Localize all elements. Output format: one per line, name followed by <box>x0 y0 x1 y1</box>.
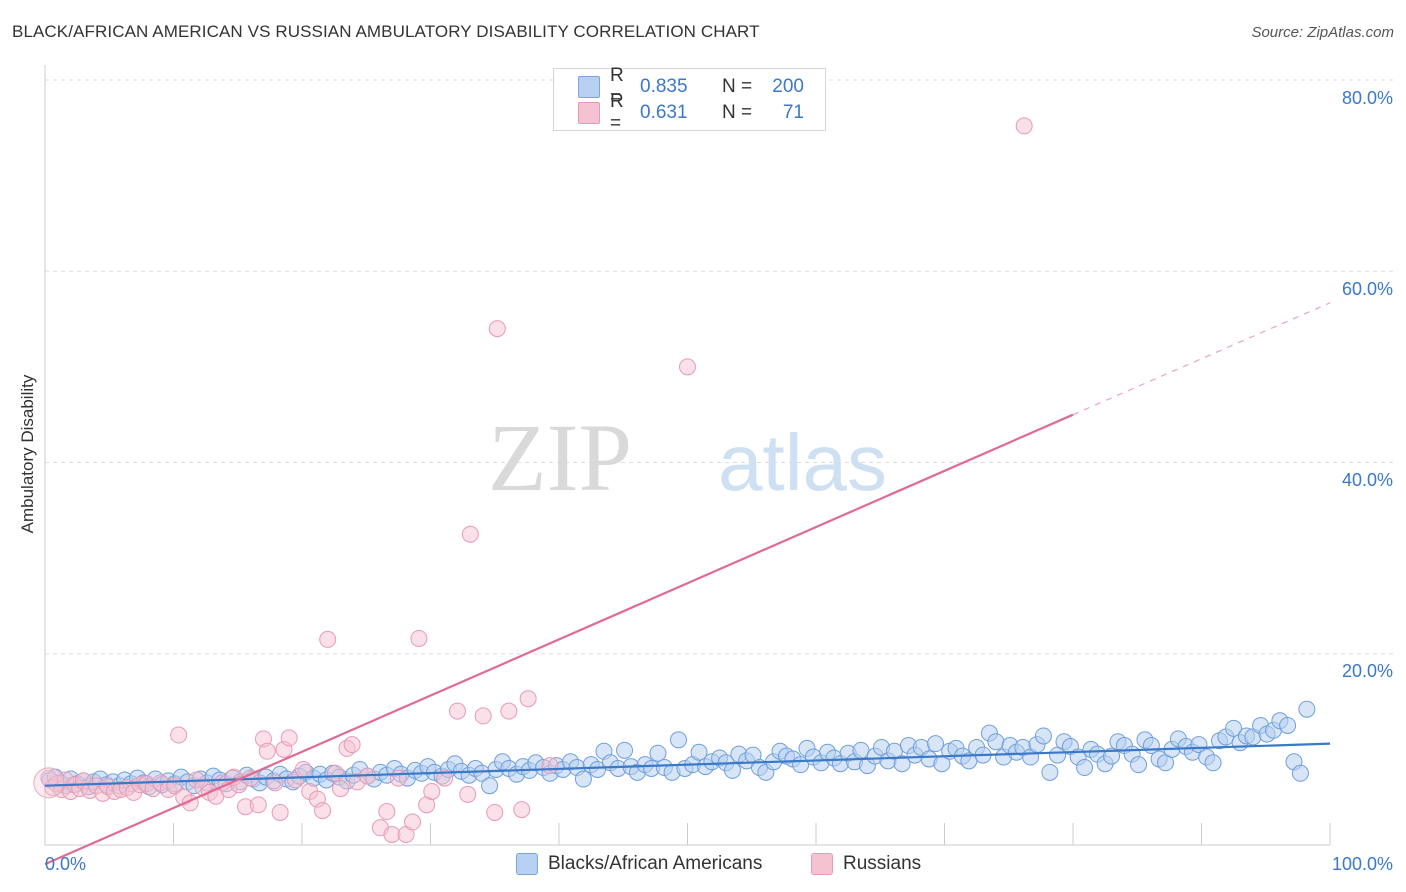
russians-point <box>679 358 696 376</box>
russians-point <box>423 782 441 800</box>
blacks-point <box>1130 756 1148 774</box>
russians-point <box>404 813 422 831</box>
russians-point <box>258 742 276 760</box>
x-tick-label-min: 0.0% <box>45 854 86 874</box>
legend-n-value: 200 <box>772 76 804 97</box>
russians-point <box>249 796 267 814</box>
russians-point <box>1015 117 1033 135</box>
chart-title: BLACK/AFRICAN AMERICAN VS RUSSIAN AMBULA… <box>12 22 760 41</box>
russians-point <box>319 630 337 648</box>
legend-r-value: 0.835 <box>640 76 688 97</box>
blacks-point <box>1204 754 1222 772</box>
blacks-point <box>649 744 667 762</box>
russians-point <box>294 760 312 778</box>
russians-trend-line <box>44 413 1074 866</box>
blacks-point <box>1076 759 1094 777</box>
legend-r-label: R = <box>610 91 624 134</box>
russians-point <box>513 801 531 819</box>
blacks-point <box>690 743 708 761</box>
y-tick-label-60: 60.0% <box>1342 279 1393 299</box>
bottom-legend-blacks: Blacks/African Americans <box>516 851 762 877</box>
legend-swatch-blue <box>578 76 600 98</box>
blacks-point <box>927 735 945 753</box>
russians-point <box>461 525 479 543</box>
russians-point <box>448 702 466 720</box>
russians-point-cluster <box>33 767 65 799</box>
legend-r-label: R = <box>610 65 624 108</box>
blacks-point <box>670 731 688 749</box>
bottom-legend-label-blacks: Blacks/African Americans <box>548 853 763 874</box>
russians-point <box>332 780 350 798</box>
stats-legend: R = 0.835 N = 200 R = 0.631 N = 71 <box>553 65 826 134</box>
bottom-legend-russians: Russians <box>811 851 921 877</box>
russians-point <box>378 803 396 821</box>
russians-point <box>326 764 344 782</box>
legend-n-label: N = <box>722 76 753 97</box>
russians-point <box>170 726 188 744</box>
legend-r-value: 0.631 <box>640 102 688 123</box>
y-tick-label-20: 20.0% <box>1342 661 1393 681</box>
legend-row-blacks: R = 0.835 N = 200 <box>578 65 804 108</box>
russians-point <box>436 769 454 787</box>
russians-point <box>410 629 428 647</box>
blacks-point <box>852 741 870 759</box>
x-axis-ticks <box>173 823 1331 845</box>
blacks-point <box>1103 747 1121 765</box>
russians-point <box>343 736 361 754</box>
legend-n-value: 71 <box>782 102 804 123</box>
blacks-point <box>1279 716 1297 734</box>
legend-swatch-pink <box>578 102 600 124</box>
x-tick-label-max: 100.0% <box>1332 854 1393 874</box>
bottom-legend-label-russians: Russians <box>843 853 922 874</box>
russians-point <box>541 757 559 775</box>
blacks-point <box>723 761 741 779</box>
russians-point <box>486 803 504 821</box>
russians-point <box>519 690 537 708</box>
blacks-point <box>1034 727 1052 745</box>
bottom-legend-swatch-blue <box>516 853 538 875</box>
bottom-legend-swatch-pink <box>811 853 833 875</box>
blacks-point <box>481 777 499 795</box>
russians-point <box>383 825 401 843</box>
blacks-point <box>1291 764 1309 782</box>
blacks-point <box>1041 763 1059 781</box>
watermark-zip: ZIP <box>488 404 632 511</box>
russians-point <box>500 702 518 720</box>
russians-point <box>459 785 477 803</box>
russians-point <box>488 320 506 338</box>
blacks-point <box>1298 700 1316 718</box>
russians-trend-extension <box>1072 302 1331 416</box>
blacks-point <box>616 741 634 759</box>
y-tick-label-80: 80.0% <box>1342 88 1393 108</box>
axis-tick-labels: 0.0% 100.0% 20.0% 40.0% 60.0% 80.0% <box>45 88 1393 874</box>
trend-lines <box>44 302 1331 866</box>
blacks-point <box>987 733 1005 751</box>
russians-point <box>271 803 289 821</box>
russians-point <box>474 707 492 725</box>
watermark: ZIP atlas <box>488 404 887 511</box>
blacks-point <box>1225 719 1243 737</box>
chart-source: Source: ZipAtlas.com <box>1251 24 1394 41</box>
russians-point <box>389 769 407 787</box>
blacks-point <box>574 770 592 788</box>
y-tick-label-40: 40.0% <box>1342 470 1393 490</box>
watermark-atlas: atlas <box>718 418 887 507</box>
legend-n-label: N = <box>722 102 753 123</box>
blacks-trend-line <box>44 742 1331 787</box>
legend-row-russians: R = 0.631 N = 71 <box>578 91 804 134</box>
russians-point <box>314 802 332 820</box>
blacks-point <box>893 755 911 773</box>
russians-point <box>280 729 298 747</box>
